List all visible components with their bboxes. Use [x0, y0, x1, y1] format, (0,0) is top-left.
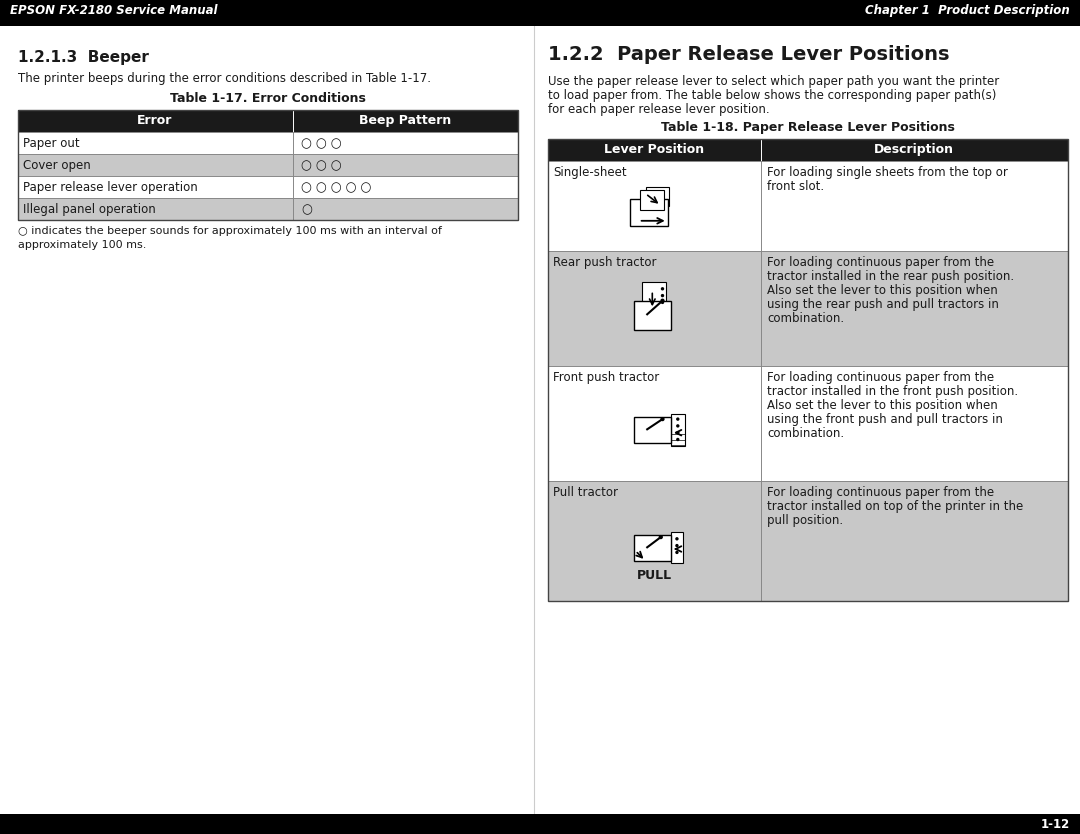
Text: tractor installed in the rear push position.: tractor installed in the rear push posit… — [767, 270, 1014, 283]
Bar — [548, 139, 1068, 601]
Text: front slot.: front slot. — [767, 180, 824, 193]
Text: using the rear push and pull tractors in: using the rear push and pull tractors in — [767, 298, 999, 311]
Bar — [548, 481, 1068, 601]
Circle shape — [676, 425, 679, 428]
Text: ○: ○ — [301, 203, 312, 216]
Text: Single-sheet: Single-sheet — [553, 166, 626, 179]
Text: Lever Position: Lever Position — [604, 143, 704, 156]
Text: ○ indicates the beeper sounds for approximately 100 ms with an interval of: ○ indicates the beeper sounds for approx… — [18, 226, 442, 236]
Text: Also set the lever to this position when: Also set the lever to this position when — [767, 284, 998, 297]
Text: combination.: combination. — [767, 312, 845, 325]
Text: approximately 100 ms.: approximately 100 ms. — [18, 240, 147, 250]
Text: The printer beeps during the error conditions described in Table 1-17.: The printer beeps during the error condi… — [18, 72, 431, 85]
Text: combination.: combination. — [767, 427, 845, 440]
Circle shape — [675, 544, 678, 547]
Text: for each paper release lever position.: for each paper release lever position. — [548, 103, 770, 116]
Text: Cover open: Cover open — [23, 159, 91, 172]
Circle shape — [660, 299, 664, 303]
Circle shape — [661, 301, 664, 304]
Text: For loading continuous paper from the: For loading continuous paper from the — [767, 256, 994, 269]
Text: 1-12: 1-12 — [1041, 818, 1070, 831]
Text: For loading single sheets from the top or: For loading single sheets from the top o… — [767, 166, 1008, 179]
Circle shape — [661, 287, 664, 290]
Text: Chapter 1  Product Description: Chapter 1 Product Description — [865, 4, 1070, 17]
Circle shape — [676, 438, 679, 441]
Text: to load paper from. The table below shows the corresponding paper path(s): to load paper from. The table below show… — [548, 89, 997, 102]
Text: Table 1-17. Error Conditions: Table 1-17. Error Conditions — [170, 92, 366, 105]
Bar — [18, 110, 518, 132]
Text: pull position.: pull position. — [767, 514, 843, 527]
Bar — [18, 154, 518, 176]
Text: Error: Error — [137, 114, 173, 127]
Bar — [671, 532, 683, 563]
Text: For loading continuous paper from the: For loading continuous paper from the — [767, 371, 994, 384]
Bar — [18, 110, 518, 220]
Text: ○ ○ ○: ○ ○ ○ — [301, 137, 341, 150]
Circle shape — [659, 535, 663, 540]
Circle shape — [675, 537, 678, 540]
Circle shape — [675, 550, 678, 554]
Circle shape — [676, 431, 679, 435]
Bar — [0, 814, 1080, 834]
Text: Rear push tractor: Rear push tractor — [553, 256, 657, 269]
Text: For loading continuous paper from the: For loading continuous paper from the — [767, 486, 994, 499]
Text: 1.2.1.3  Beeper: 1.2.1.3 Beeper — [18, 50, 149, 65]
Text: EPSON FX-2180 Service Manual: EPSON FX-2180 Service Manual — [10, 4, 217, 17]
Text: Table 1-18. Paper Release Lever Positions: Table 1-18. Paper Release Lever Position… — [661, 121, 955, 134]
Text: tractor installed in the front push position.: tractor installed in the front push posi… — [767, 385, 1018, 398]
Circle shape — [660, 417, 664, 421]
Text: Paper out: Paper out — [23, 137, 80, 150]
Circle shape — [676, 417, 679, 421]
Polygon shape — [640, 190, 664, 209]
Bar — [643, 282, 666, 313]
Bar — [548, 366, 1068, 481]
Bar — [631, 198, 667, 226]
Bar — [634, 417, 671, 443]
Text: Use the paper release lever to select which paper path you want the printer: Use the paper release lever to select wh… — [548, 75, 999, 88]
Text: Also set the lever to this position when: Also set the lever to this position when — [767, 399, 998, 412]
Text: tractor installed on top of the printer in the: tractor installed on top of the printer … — [767, 500, 1023, 513]
Polygon shape — [646, 187, 670, 205]
Text: Paper release lever operation: Paper release lever operation — [23, 181, 198, 194]
Bar — [548, 161, 1068, 251]
Bar — [18, 176, 518, 198]
Text: Pull tractor: Pull tractor — [553, 486, 618, 499]
Text: Illegal panel operation: Illegal panel operation — [23, 203, 156, 216]
Text: using the front push and pull tractors in: using the front push and pull tractors i… — [767, 413, 1003, 426]
Bar — [548, 251, 1068, 366]
Text: ○ ○ ○: ○ ○ ○ — [301, 159, 341, 172]
Bar — [18, 132, 518, 154]
Bar — [671, 414, 685, 446]
Bar — [0, 0, 1080, 26]
Bar — [548, 139, 1068, 161]
Bar — [634, 535, 671, 561]
Text: PULL: PULL — [636, 570, 672, 582]
Bar — [18, 198, 518, 220]
Text: Beep Pattern: Beep Pattern — [359, 114, 451, 127]
Text: Front push tractor: Front push tractor — [553, 371, 659, 384]
Text: ○ ○ ○ ○ ○: ○ ○ ○ ○ ○ — [301, 181, 372, 194]
Text: 1.2.2  Paper Release Lever Positions: 1.2.2 Paper Release Lever Positions — [548, 45, 949, 64]
Circle shape — [661, 294, 664, 297]
Text: Description: Description — [874, 143, 954, 156]
Bar — [634, 301, 671, 329]
